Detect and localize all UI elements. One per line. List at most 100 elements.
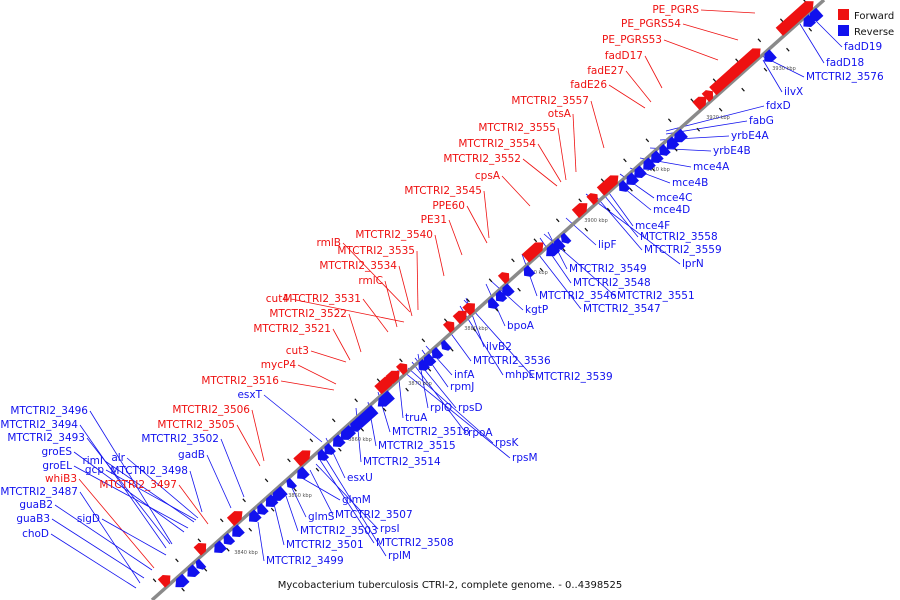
forward-gene-label: fadE27	[587, 65, 624, 77]
leader-line	[799, 23, 825, 64]
minor-tick	[645, 138, 650, 143]
legend-forward-label: Forward	[854, 11, 894, 22]
reverse-gene-label: rpsI	[380, 523, 400, 535]
minor-tick	[690, 98, 694, 103]
leader-line	[73, 451, 185, 533]
reverse-gene-label: fadD19	[844, 41, 882, 53]
reverse-gene-label: alr	[111, 452, 125, 464]
forward-gene-arrow	[293, 450, 311, 467]
forward-gene-label: MTCTRI2_3531	[283, 293, 361, 305]
reverse-gene-label: MTCTRI2_3547	[583, 303, 661, 315]
reverse-gene-label: glmS	[308, 511, 335, 523]
kbp-tick-label: 3900 kbp	[584, 218, 608, 224]
reverse-gene-label: MTCTRI2_3493	[7, 432, 85, 444]
forward-gene-arrow	[374, 376, 393, 395]
leader-line	[403, 371, 511, 459]
reverse-gene-arrow	[175, 573, 190, 588]
genome-backbone	[150, 0, 826, 600]
reverse-gene-label: bpoA	[507, 320, 535, 332]
kbp-tick-label: 3930 kbp	[772, 66, 796, 72]
minor-tick	[293, 487, 297, 492]
minor-tick	[376, 378, 381, 383]
forward-gene-arrow	[692, 96, 707, 111]
minor-tick	[421, 338, 426, 343]
reverse-gene-label: guaB2	[19, 499, 53, 511]
reverse-gene-arrow	[377, 390, 395, 407]
minor-tick	[741, 87, 745, 92]
reverse-gene-label: lprN	[682, 258, 704, 270]
leader-line	[483, 190, 490, 239]
reverse-gene-arrow	[560, 232, 572, 244]
reverse-gene-arrow	[297, 466, 310, 479]
leader-line	[448, 219, 463, 256]
forward-gene-label: MTCTRI2_3521	[253, 323, 331, 335]
leader-line	[220, 438, 245, 498]
leader-line	[290, 298, 405, 323]
leader-line	[811, 16, 843, 48]
minor-tick	[226, 547, 230, 552]
minor-tick	[779, 18, 784, 23]
minor-tick	[578, 198, 582, 203]
minor-tick	[606, 207, 611, 212]
reverse-gene-label: ilvX	[784, 86, 803, 98]
leader-line	[342, 242, 411, 313]
reverse-gene-label: MTCTRI2_3515	[378, 440, 456, 452]
leader-line	[539, 237, 572, 284]
leader-line	[263, 394, 323, 443]
leader-line	[608, 84, 646, 109]
forward-gene-label: MTCTRI2_3557	[511, 95, 589, 107]
reverse-gene-label: lipF	[598, 239, 617, 251]
reverse-gene-label: esxT	[237, 389, 262, 401]
reverse-gene-arrow	[764, 49, 777, 62]
leader-line	[398, 265, 413, 317]
reverse-gene-label: MTCTRI2_3502	[141, 433, 219, 445]
leader-line	[309, 469, 334, 516]
minor-tick	[248, 527, 253, 532]
forward-gene-label: otsA	[548, 108, 572, 120]
reverse-gene-label: MTCTRI2_3503	[300, 525, 378, 537]
forward-gene-label: PE_PGRS	[652, 4, 699, 16]
reverse-gene-arrow	[195, 558, 207, 570]
leader-line	[466, 205, 488, 244]
reverse-gene-arrow	[809, 7, 824, 22]
leader-line	[257, 521, 265, 562]
leader-line	[663, 39, 719, 61]
reverse-gene-label: MTCTRI2_3499	[266, 555, 344, 567]
leader-line	[537, 143, 562, 183]
minor-tick	[152, 578, 157, 583]
forward-gene-label: MTCTRI2_3552	[443, 153, 521, 165]
leader-line	[73, 465, 189, 529]
reverse-gene-label: MTCTRI2_3558	[640, 231, 718, 243]
reverse-gene-label: MTCTRI2_3536	[473, 355, 551, 367]
minor-tick	[219, 518, 224, 523]
reverse-gene-label: choD	[22, 528, 49, 540]
leader-line	[236, 424, 261, 467]
forward-gene-label: MTCTRI2_3545	[404, 185, 482, 197]
minor-tick	[382, 407, 387, 412]
forward-gene-label: MTCTRI2_3506	[172, 404, 250, 416]
reverse-genes	[175, 7, 824, 588]
forward-gene-label: MTCTRI2_3516	[201, 375, 279, 387]
kbp-tick-label: 3920 kbp	[706, 115, 730, 121]
minor-tick	[472, 327, 477, 332]
minor-tick	[450, 347, 454, 352]
reverse-gene-arrow	[214, 540, 227, 553]
reverse-gene-arrow	[488, 297, 500, 309]
reverse-gene-label: MTCTRI2_3487	[0, 486, 78, 498]
reverse-gene-label: mce4C	[656, 192, 692, 204]
reverse-gene-arrow	[265, 494, 279, 507]
leader-line	[86, 437, 171, 545]
leader-line	[104, 460, 195, 523]
minor-tick	[427, 367, 432, 372]
legend-forward-swatch	[838, 9, 849, 20]
minor-tick	[808, 27, 813, 32]
reverse-gene-label: mhpE	[505, 369, 535, 381]
reverse-gene-label: rpmJ	[450, 381, 474, 393]
reverse-gene-label: fadD18	[826, 57, 864, 69]
reverse-gene-label: MTCTRI2_3551	[617, 290, 695, 302]
reverse-gene-label: mce4F	[635, 220, 670, 232]
forward-genes	[157, 1, 814, 588]
leader-line	[557, 127, 567, 181]
reverse-gene-label: rpoA	[468, 427, 493, 439]
reverse-gene-label: sigD	[77, 513, 100, 525]
